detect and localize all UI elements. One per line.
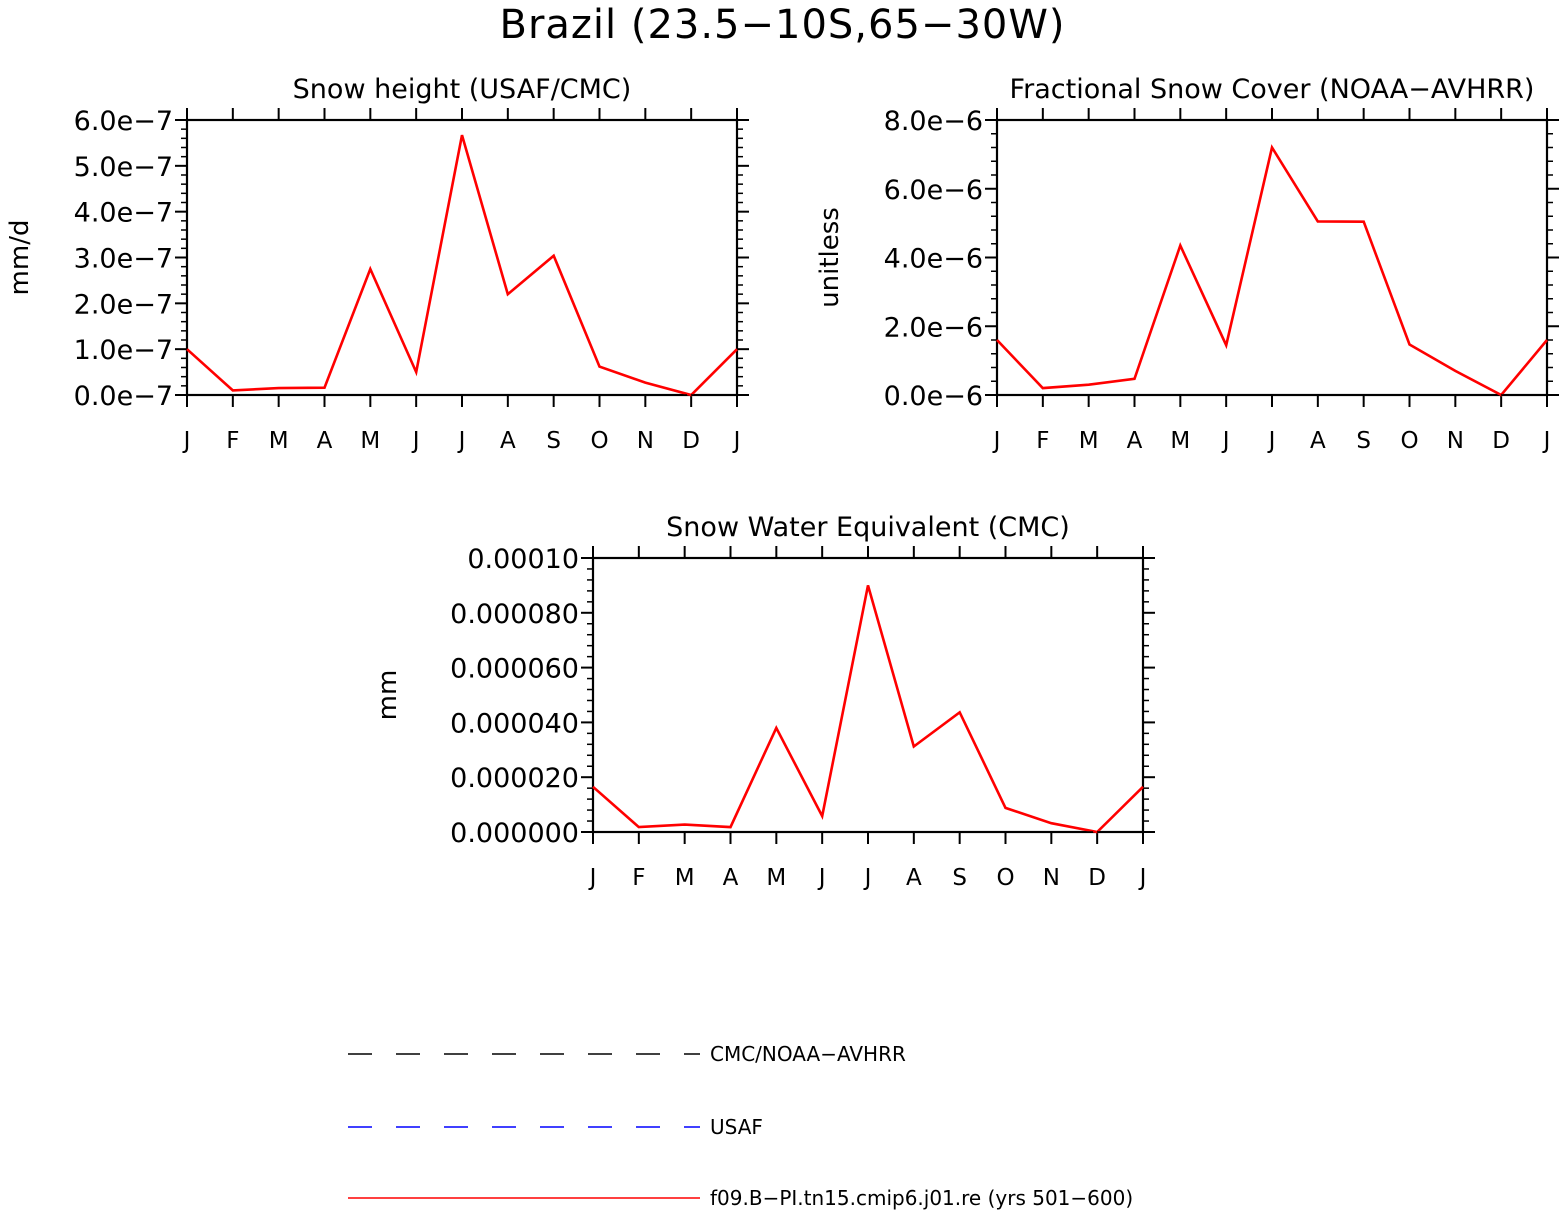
- legend-label-cmc: CMC/NOAA−AVHRR: [710, 1042, 906, 1066]
- panel1-xtick-label: N: [637, 428, 654, 454]
- panel1-xtick-label: O: [590, 428, 608, 454]
- panel1-xtick-label: M: [269, 428, 289, 454]
- panel2-xtick-label: D: [1492, 428, 1510, 454]
- panel2-xtick-label: M: [1079, 428, 1099, 454]
- panel2-xtick-label: F: [1036, 428, 1049, 454]
- panel1-xtick-label: J: [457, 428, 466, 454]
- panel1-frame: [185, 118, 739, 397]
- page-title: Brazil (23.5−10S,65−30W): [499, 2, 1066, 48]
- panel1-xtick-label: F: [226, 428, 239, 454]
- panel3-xtick-label: F: [632, 865, 645, 891]
- panel2-xtick-label: O: [1400, 428, 1418, 454]
- panel1-ytick-label: 2.0e−7: [74, 289, 173, 320]
- panel1-ytick-label: 4.0e−7: [74, 198, 173, 229]
- panel2-xtick-label: A: [1127, 428, 1143, 454]
- panel3-xtick-label: A: [723, 865, 739, 891]
- panel3-ytick-label: 0.000080: [450, 599, 579, 630]
- panel3-ytick-label: 0.000040: [450, 708, 579, 739]
- panel2-xtick-label: A: [1310, 428, 1326, 454]
- panel2-frame: [995, 118, 1549, 397]
- panel3-xtick-label: S: [952, 865, 967, 891]
- panel1-ytick-label: 0.0e−7: [74, 381, 173, 412]
- panel3-xtick-label: O: [996, 865, 1014, 891]
- panel2-xtick-label: J: [1542, 428, 1551, 454]
- panel3-series-model-line: [592, 585, 1144, 834]
- panel2-title: Fractional Snow Cover (NOAA−AVHRR): [1010, 74, 1535, 105]
- panel2-ytick-label: 0.0e−6: [884, 381, 983, 412]
- legend-label-usaf: USAF: [710, 1115, 763, 1139]
- panel3-xtick-label: M: [675, 865, 695, 891]
- panel3-ytick-label: 0.00010: [467, 544, 579, 575]
- panel3-ytick-label: 0.000000: [450, 818, 579, 849]
- panel1-xtick-label: A: [317, 428, 333, 454]
- panel2-ytick-label: 8.0e−6: [884, 106, 983, 137]
- panel1-xtick-label: M: [360, 428, 380, 454]
- panel3-ylabel: mm: [373, 670, 403, 721]
- panel2-xtick-label: S: [1356, 428, 1371, 454]
- panel2-xtick-label: M: [1170, 428, 1190, 454]
- panel1-ylabel: mm/d: [5, 220, 35, 296]
- panel3-ytick-label: 0.000020: [450, 763, 579, 794]
- panel1-title: Snow height (USAF/CMC): [293, 74, 632, 105]
- panel3-xtick-label: D: [1088, 865, 1106, 891]
- panel2-ytick-label: 2.0e−6: [884, 312, 983, 343]
- panel3-xtick-label: J: [1138, 865, 1147, 891]
- panel1-ytick-label: 5.0e−7: [74, 152, 173, 183]
- panel2-xtick-label: J: [992, 428, 1001, 454]
- panel1-xtick-label: J: [732, 428, 741, 454]
- panel2-xtick-label: N: [1447, 428, 1464, 454]
- panel3-xtick-label: N: [1043, 865, 1060, 891]
- panel3-frame: [591, 556, 1145, 834]
- panel2-ylabel: unitless: [815, 207, 845, 308]
- panel1-xtick-label: J: [182, 428, 191, 454]
- panel1-ytick-label: 1.0e−7: [74, 335, 173, 366]
- panel3-xtick-label: J: [817, 865, 826, 891]
- panel2-ytick-label: 4.0e−6: [884, 244, 983, 275]
- panel3-xtick-label: J: [863, 865, 872, 891]
- legend-label-model: f09.B−PI.tn15.cmip6.j01.re (yrs 501−600): [710, 1186, 1134, 1210]
- panel2-xtick-label: J: [1221, 428, 1230, 454]
- panel1-xtick-label: S: [546, 428, 561, 454]
- panel1-ytick-label: 6.0e−7: [74, 106, 173, 137]
- panel1-xtick-label: A: [500, 428, 516, 454]
- panel3-xtick-label: A: [906, 865, 922, 891]
- panel3-xtick-label: M: [766, 865, 786, 891]
- panel2-series-model-line: [996, 144, 1548, 397]
- panel3-ytick-label: 0.000060: [450, 654, 579, 685]
- panel2-ytick-label: 6.0e−6: [884, 175, 983, 206]
- panel1-series-model-line: [186, 134, 738, 397]
- panel1-xtick-label: D: [682, 428, 700, 454]
- panel1-ytick-label: 3.0e−7: [74, 244, 173, 275]
- panel3-title: Snow Water Equivalent (CMC): [666, 512, 1070, 543]
- panel1-xtick-label: J: [411, 428, 420, 454]
- panel2-xtick-label: J: [1267, 428, 1276, 454]
- panel3-xtick-label: J: [588, 865, 597, 891]
